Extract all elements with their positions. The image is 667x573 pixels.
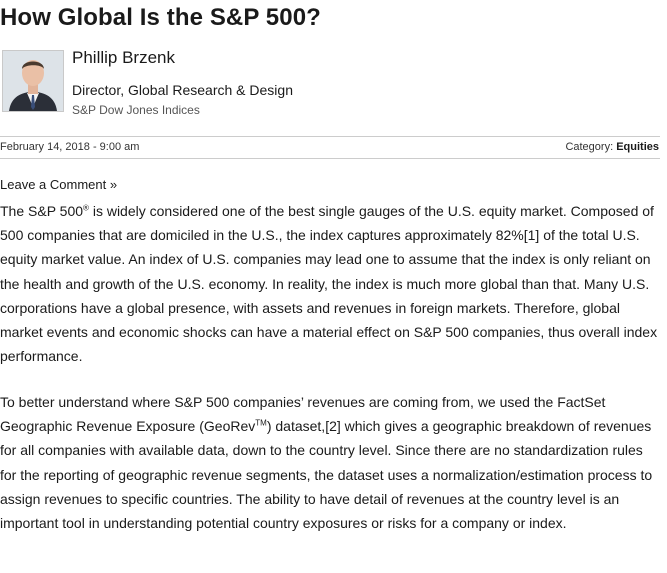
- category-link[interactable]: Equities: [616, 141, 659, 153]
- post-date: February 14, 2018 - 9:00 am: [0, 141, 140, 153]
- meta-divider-top: [0, 136, 660, 137]
- paragraph-1-text-a: The S&P 500: [0, 203, 84, 219]
- author-block: Phillip Brzenk Director, Global Research…: [0, 48, 667, 118]
- article-paragraph-1: The S&P 500® is widely considered one of…: [0, 199, 660, 368]
- author-photo-icon: [3, 51, 63, 111]
- author-organization: S&P Dow Jones Indices: [72, 103, 200, 117]
- author-avatar: [2, 50, 64, 112]
- registered-mark: ®: [83, 203, 89, 213]
- trademark-mark: TM: [255, 418, 267, 428]
- paragraph-2-text-b: ) dataset,[2] which gives a geographic b…: [0, 418, 653, 532]
- author-role: Director, Global Research & Design: [72, 82, 293, 98]
- paragraph-1-text-b: is widely considered one of the best sin…: [0, 203, 658, 365]
- article-title: How Global Is the S&P 500?: [0, 4, 321, 31]
- meta-divider-bottom: [0, 158, 660, 159]
- author-name[interactable]: Phillip Brzenk: [72, 48, 175, 67]
- post-category: Category: Equities: [565, 141, 659, 153]
- leave-comment-link[interactable]: Leave a Comment »: [0, 177, 118, 192]
- category-label: Category:: [565, 141, 614, 153]
- paragraph-2-text-a: To better understand where S&P 500 compa…: [0, 394, 606, 435]
- article-paragraph-2: To better understand where S&P 500 compa…: [0, 390, 660, 535]
